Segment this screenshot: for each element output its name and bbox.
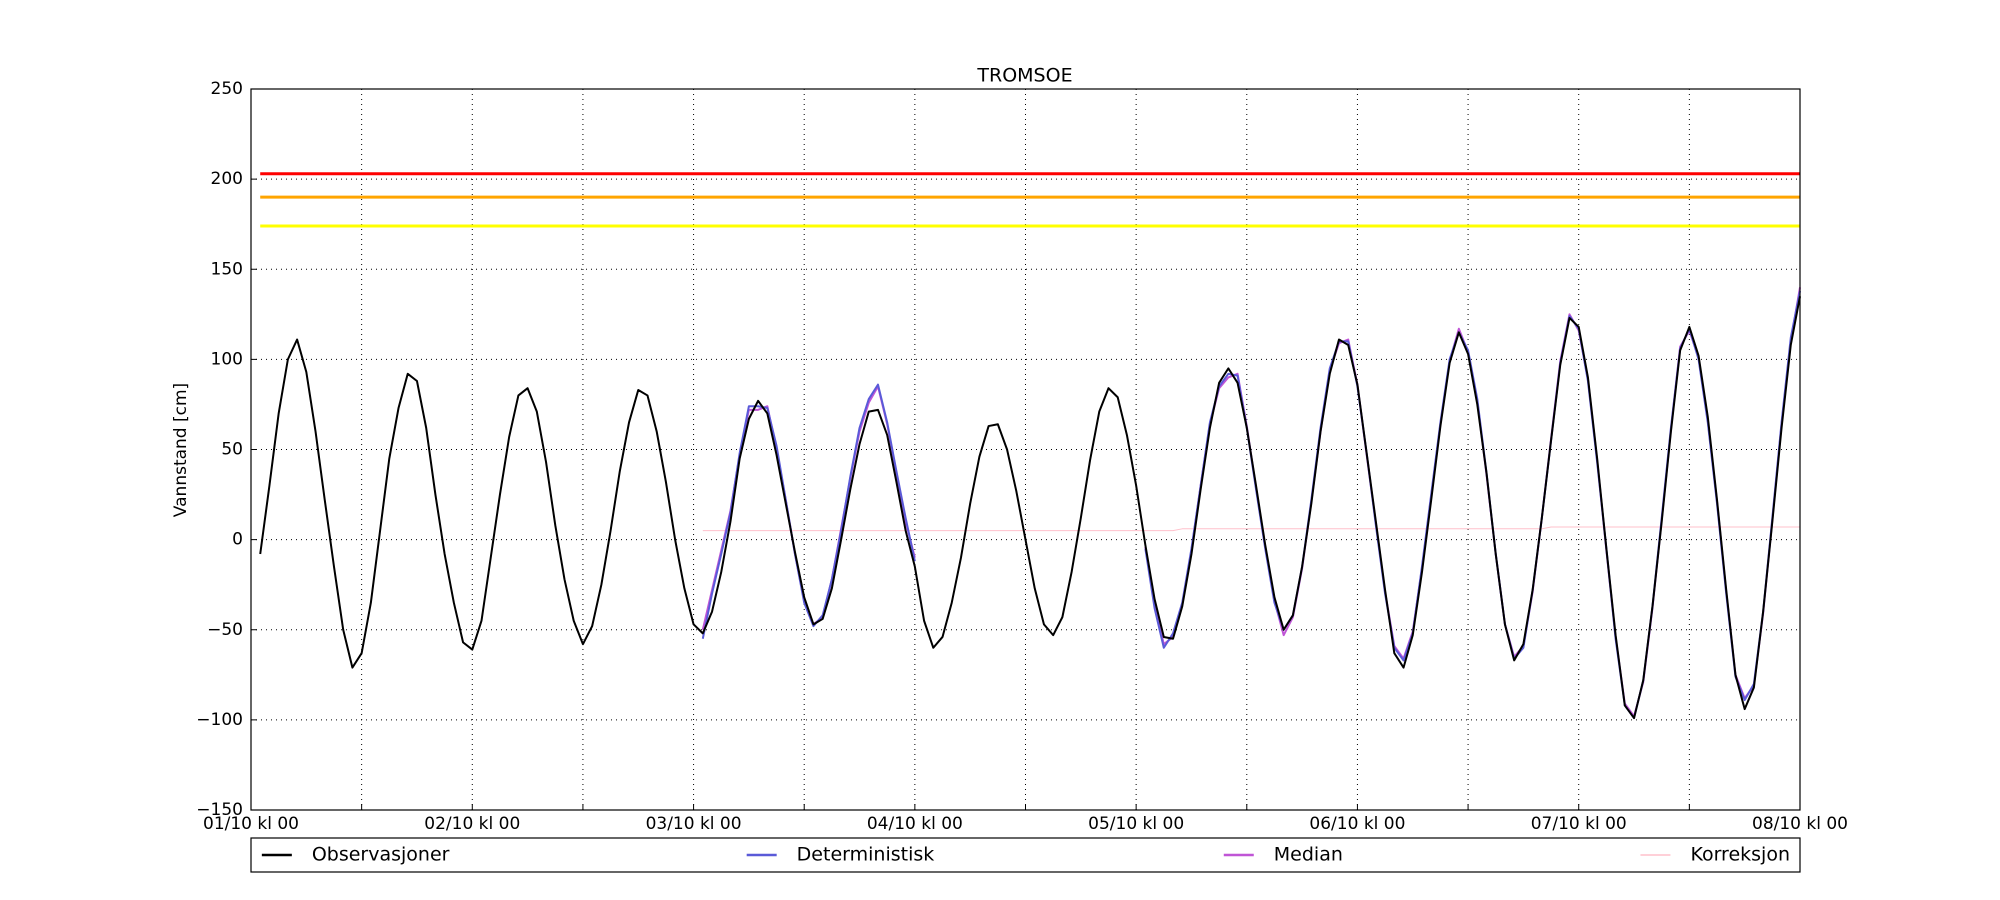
chart-title: TROMSOE <box>976 65 1072 87</box>
x-tick-label: 08/10 kl 00 <box>1752 814 1848 834</box>
legend-box <box>250 837 1801 873</box>
legend-label: Observasjoner <box>312 844 450 866</box>
x-tick-label: 01/10 kl 00 <box>203 814 299 834</box>
legend-label: Median <box>1274 844 1343 866</box>
y-tick-label: −100 <box>196 710 243 730</box>
x-tick-label: 06/10 kl 00 <box>1309 814 1405 834</box>
y-axis-label: Vannstand [cm] <box>171 383 191 517</box>
x-tick-label: 04/10 kl 00 <box>867 814 963 834</box>
x-tick-label: 03/10 kl 00 <box>646 814 742 834</box>
series-line <box>259 296 1801 720</box>
x-tick-label: 05/10 kl 00 <box>1088 814 1184 834</box>
y-tick-label: 50 <box>221 440 243 460</box>
series-line <box>702 526 1800 532</box>
plot-frame <box>250 88 1801 811</box>
y-tick-label: 200 <box>211 169 243 189</box>
y-tick-label: 0 <box>232 530 243 550</box>
y-tick-label: −50 <box>207 620 243 640</box>
legend-label: Korreksjon <box>1690 844 1790 866</box>
legend-label: Deterministisk <box>797 844 935 866</box>
x-tick-label: 07/10 kl 00 <box>1531 814 1627 834</box>
y-tick-label: 100 <box>211 349 243 369</box>
y-tick-label: 150 <box>211 259 243 279</box>
x-tick-label: 02/10 kl 00 <box>424 814 520 834</box>
y-tick-label: 250 <box>211 79 243 99</box>
y-tick-label: −150 <box>196 800 243 820</box>
